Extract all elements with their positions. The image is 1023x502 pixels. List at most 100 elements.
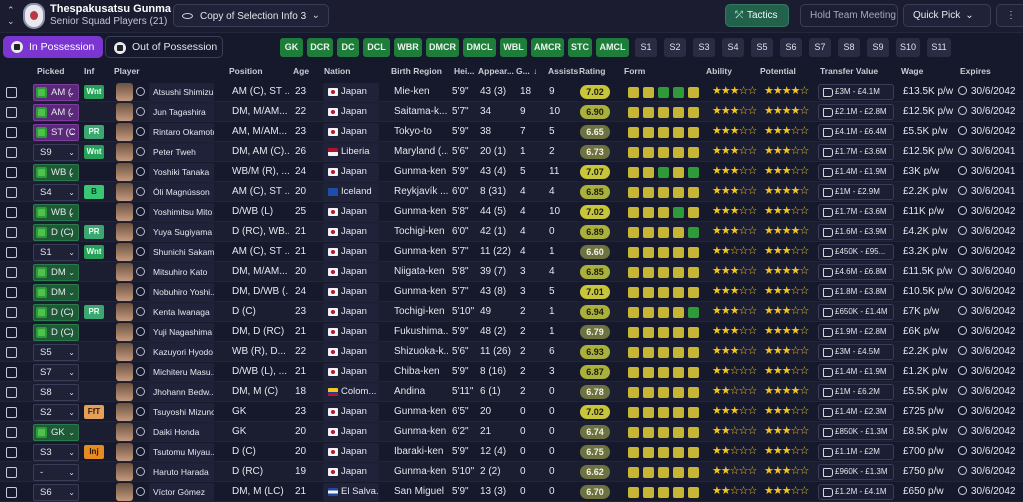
table-row[interactable]: AM (⌄ Jun Tagashira DM, M/AM... 22 Japan Sait… (0, 102, 1023, 122)
player-avatar[interactable] (116, 383, 133, 401)
transfer-value[interactable]: £1M - £2.9M (818, 184, 894, 200)
profile-icon[interactable] (136, 327, 145, 336)
profile-icon[interactable] (136, 147, 145, 156)
player-name[interactable]: Jhohann Bedw... (149, 383, 214, 401)
transfer-value[interactable]: £1.4M - £1.9M (818, 364, 894, 380)
info-badge[interactable]: Wnt (84, 245, 104, 259)
picked-dropdown[interactable]: S1 ⌄ (33, 244, 79, 261)
player-avatar[interactable] (116, 123, 133, 141)
picked-dropdown[interactable]: D (C) ⌄ (33, 304, 79, 321)
table-row[interactable]: S5 ⌄ Kazuyori Hyodo WB (R), D... 22 Japan Shiz… (0, 342, 1023, 362)
player-name[interactable]: Mitsuhiro Kato (149, 263, 214, 281)
transfer-value[interactable]: £1M - £6.2M (818, 384, 894, 400)
filter-s5[interactable]: S5 (751, 38, 773, 57)
table-row[interactable]: S7 ⌄ Michiteru Masu... D/WB (L), ... 21 Japan… (0, 362, 1023, 382)
player-name[interactable]: Tsuyoshi Mizuno (149, 403, 214, 421)
player-avatar[interactable] (116, 363, 133, 381)
player-avatar[interactable] (116, 483, 133, 501)
filter-dc[interactable]: DC (337, 38, 359, 57)
filter-s10[interactable]: S10 (896, 38, 920, 57)
profile-icon[interactable] (136, 387, 145, 396)
row-checkbox[interactable] (6, 187, 17, 198)
row-checkbox[interactable] (6, 147, 17, 158)
col-age[interactable]: Age (293, 66, 310, 76)
nation-chip[interactable]: Iceland (323, 183, 379, 201)
player-avatar[interactable] (116, 283, 133, 301)
table-row[interactable]: S9 ⌄ Wnt Peter Tweh DM, AM (C)... 26 Liberia Ma… (0, 142, 1023, 162)
profile-icon[interactable] (136, 427, 145, 436)
picked-dropdown[interactable]: DM ⌄ (33, 264, 79, 281)
sort-arrow-icon[interactable]: ↓ (533, 66, 538, 76)
table-row[interactable]: S8 ⌄ Jhohann Bedw... DM, M (C) 18 Colom... And… (0, 382, 1023, 402)
picked-dropdown[interactable]: ST (C ⌄ (33, 124, 79, 141)
transfer-value[interactable]: £1.2M - £4.1M (818, 484, 894, 500)
filter-s4[interactable]: S4 (722, 38, 744, 57)
table-row[interactable]: D (C) ⌄ Yuji Nagashima DM, D (RC) 21 Japan Fuk… (0, 322, 1023, 342)
filter-wbr[interactable]: WBR (394, 38, 422, 57)
person-icon[interactable]: ⋮ (996, 4, 1023, 27)
col-player[interactable]: Player (114, 66, 140, 76)
table-row[interactable]: S1 ⌄ Wnt Shunichi Sakam... AM (C), ST ... 21 J… (0, 242, 1023, 262)
profile-icon[interactable] (136, 187, 145, 196)
row-checkbox[interactable] (6, 307, 17, 318)
row-checkbox[interactable] (6, 127, 17, 138)
player-avatar[interactable] (116, 463, 133, 481)
table-row[interactable]: DM ⌄ Nobuhiro Yoshi... DM, D/WB (... 24 Japan… (0, 282, 1023, 302)
transfer-value[interactable]: £960K - £1.3M (818, 464, 894, 480)
table-row[interactable]: WB (⌄ Yoshimitsu Mito D/WB (L) 25 Japan Gunma… (0, 202, 1023, 222)
info-badge[interactable]: B (84, 185, 104, 199)
picked-dropdown[interactable]: AM (⌄ (33, 104, 79, 121)
row-checkbox[interactable] (6, 447, 17, 458)
player-avatar[interactable] (116, 183, 133, 201)
profile-icon[interactable] (136, 107, 145, 116)
transfer-value[interactable]: £2.1M - £2.8M (818, 104, 894, 120)
table-row[interactable]: - ⌄ Haruto Harada D (RC) 19 Japan Gunma-ken 5'1… (0, 462, 1023, 482)
picked-dropdown[interactable]: S6 ⌄ (33, 484, 79, 501)
row-checkbox[interactable] (6, 467, 17, 478)
player-name[interactable]: Michiteru Masu... (149, 363, 214, 381)
col-height[interactable]: Hei... (454, 66, 475, 76)
col-expires[interactable]: Expires (960, 66, 991, 76)
col-appearances[interactable]: Appear... (478, 66, 514, 76)
picked-dropdown[interactable]: GK ⌄ (33, 424, 79, 441)
row-checkbox[interactable] (6, 207, 17, 218)
picked-dropdown[interactable]: D (C) ⌄ (33, 224, 79, 241)
col-wage[interactable]: Wage (901, 66, 924, 76)
filter-dmcr[interactable]: DMCR (426, 38, 459, 57)
filter-s2[interactable]: S2 (664, 38, 686, 57)
table-row[interactable]: D (C) ⌄ PR Yuya Sugiyama D (RC), WB... 21 Japa… (0, 222, 1023, 242)
picked-dropdown[interactable]: WB (⌄ (33, 164, 79, 181)
nation-chip[interactable]: Japan (323, 463, 379, 481)
table-row[interactable]: S4 ⌄ B Óli Magnússon AM (C), ST ... 20 Iceland… (0, 182, 1023, 202)
nation-chip[interactable]: Japan (323, 343, 379, 361)
player-name[interactable]: Yuji Nagashima (149, 323, 214, 341)
player-avatar[interactable] (116, 203, 133, 221)
nation-chip[interactable]: Japan (323, 243, 379, 261)
profile-icon[interactable] (136, 367, 145, 376)
transfer-value[interactable]: £1.4M - £2.3M (818, 404, 894, 420)
in-possession-tab[interactable]: In Possession (3, 36, 103, 58)
player-name[interactable]: Kazuyori Hyodo (149, 343, 214, 361)
nation-chip[interactable]: Colom... (323, 383, 379, 401)
nation-chip[interactable]: Japan (323, 223, 379, 241)
filter-s9[interactable]: S9 (867, 38, 889, 57)
player-avatar[interactable] (116, 263, 133, 281)
col-rating[interactable]: Rating (579, 66, 606, 76)
picked-dropdown[interactable]: S8 ⌄ (33, 384, 79, 401)
player-avatar[interactable] (116, 83, 133, 101)
player-name[interactable]: Jun Tagashira (149, 103, 214, 121)
filter-stc[interactable]: STC (568, 38, 592, 57)
info-badge[interactable]: PR (84, 225, 104, 239)
player-name[interactable]: Yoshimitsu Mito (149, 203, 214, 221)
player-name[interactable]: Víctor Gómez (149, 483, 214, 501)
row-checkbox[interactable] (6, 407, 17, 418)
picked-dropdown[interactable]: S2 ⌄ (33, 404, 79, 421)
info-badge[interactable]: PR (84, 305, 104, 319)
tactics-button[interactable]: ⤱ Tactics (725, 4, 789, 27)
filter-dcr[interactable]: DCR (307, 38, 333, 57)
transfer-value[interactable]: £1.7M - £3.6M (818, 144, 894, 160)
player-name[interactable]: Nobuhiro Yoshi... (149, 283, 214, 301)
col-position[interactable]: Position (229, 66, 263, 76)
profile-icon[interactable] (136, 87, 145, 96)
nation-chip[interactable]: Japan (323, 443, 379, 461)
